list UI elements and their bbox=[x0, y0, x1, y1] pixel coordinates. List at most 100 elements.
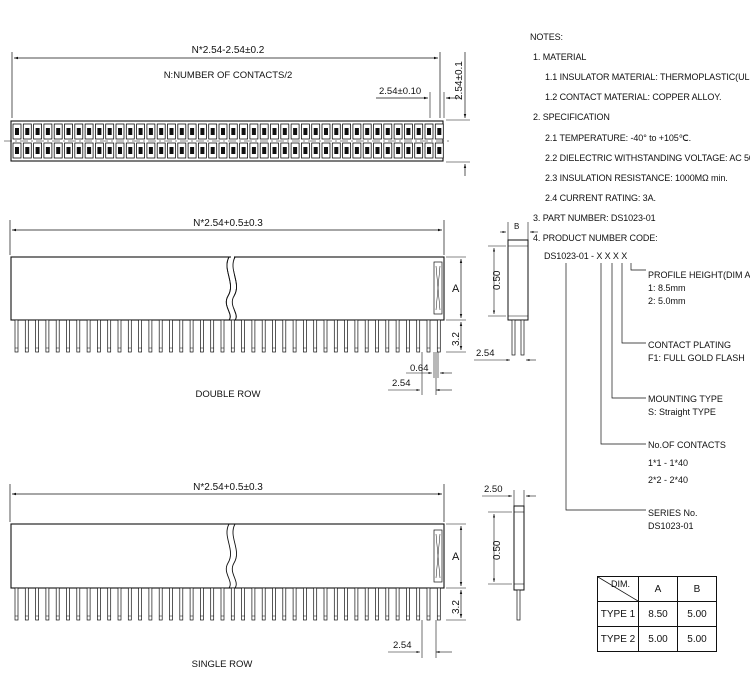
contact-square bbox=[375, 128, 380, 135]
pin bbox=[117, 587, 122, 621]
pin bbox=[148, 319, 153, 353]
dim-header-label: DIM. bbox=[611, 579, 630, 589]
pin bbox=[313, 319, 318, 353]
top-pitch-dimension: 2.54±0.10 bbox=[379, 86, 421, 97]
pin bbox=[179, 587, 184, 621]
note-1-2: 1.2 CONTACT MATERIAL: COPPER ALLOY. bbox=[545, 92, 722, 102]
pin bbox=[375, 587, 379, 621]
pin bbox=[200, 587, 204, 621]
pin bbox=[107, 587, 112, 621]
pin bbox=[127, 319, 132, 353]
pin bbox=[66, 587, 70, 621]
row-value-b: 5.00 bbox=[677, 626, 717, 652]
contact-square bbox=[272, 147, 277, 154]
note-2-1: 2.1 TEMPERATURE: -40° to +105℃. bbox=[545, 133, 692, 143]
pin bbox=[189, 587, 194, 621]
contact-square bbox=[66, 128, 71, 135]
pin bbox=[158, 319, 163, 353]
pin bbox=[364, 587, 369, 621]
contact-square bbox=[35, 128, 40, 135]
pin bbox=[416, 587, 421, 621]
pin bbox=[303, 587, 307, 621]
dim-header-b: B bbox=[677, 576, 717, 602]
contact-square bbox=[118, 147, 122, 154]
pin bbox=[97, 319, 101, 353]
pin bbox=[169, 587, 173, 621]
pin bbox=[117, 319, 122, 353]
end-single-dim-0-50: 0.50 bbox=[492, 540, 503, 560]
contact-square bbox=[344, 128, 349, 135]
pin bbox=[189, 319, 194, 353]
contact-square bbox=[128, 128, 133, 135]
end-view-double: B 0.50 2.54 bbox=[474, 222, 538, 362]
pin bbox=[210, 319, 215, 353]
contact-square bbox=[334, 128, 339, 135]
single-housing bbox=[10, 523, 445, 589]
contact-square bbox=[56, 128, 61, 135]
contact-square bbox=[385, 128, 390, 135]
contacts-title: No.OF CONTACTS bbox=[648, 440, 726, 450]
dimension-table-corner: DIM. bbox=[597, 576, 639, 602]
notes-heading: NOTES: bbox=[530, 32, 563, 42]
note-2-2: 2.2 DIELECTRIC WITHSTANDING VOLTAGE: AC … bbox=[545, 153, 750, 163]
double-total-dimension: N*2.54+0.5±0.3 bbox=[193, 218, 263, 229]
pin bbox=[333, 319, 338, 353]
pin bbox=[66, 319, 70, 353]
contact-square bbox=[159, 128, 164, 135]
contact-square bbox=[107, 147, 112, 154]
contact-square bbox=[25, 147, 30, 154]
pin bbox=[272, 319, 276, 353]
contact-square bbox=[25, 128, 30, 135]
contact-square bbox=[210, 147, 215, 154]
contact-square bbox=[416, 128, 421, 135]
profile-option-1: 1: 8.5mm bbox=[648, 283, 686, 293]
end-dim-b: B bbox=[514, 222, 519, 231]
contact-square bbox=[303, 147, 308, 154]
pin bbox=[107, 319, 112, 353]
pin bbox=[169, 319, 173, 353]
contact-square bbox=[66, 147, 71, 154]
plating-option-1: F1: FULL GOLD FLASH bbox=[648, 353, 745, 363]
contact-square bbox=[375, 147, 380, 154]
contact-square bbox=[365, 147, 370, 154]
dim-header-a: A bbox=[638, 576, 678, 602]
end-dim-0-50: 0.50 bbox=[492, 270, 503, 290]
note-1-material: 1. MATERIAL bbox=[533, 52, 587, 62]
pin bbox=[282, 587, 287, 621]
contact-square bbox=[179, 147, 184, 154]
single-dim-a: A bbox=[452, 551, 460, 563]
contact-square bbox=[15, 128, 19, 135]
pin bbox=[241, 587, 245, 621]
pin bbox=[375, 319, 379, 353]
dimension-table-row: TYPE 2 5.00 5.00 bbox=[597, 626, 717, 652]
single-row-pins bbox=[14, 587, 441, 621]
pin bbox=[282, 319, 287, 353]
note-2-specification: 2. SPECIFICATION bbox=[533, 112, 610, 122]
contact-square bbox=[190, 147, 195, 154]
pin bbox=[220, 319, 225, 353]
contact-square bbox=[324, 128, 328, 135]
series-title: SERIES No. bbox=[648, 508, 698, 518]
contact-square bbox=[76, 128, 81, 135]
pin bbox=[416, 319, 421, 353]
contact-square bbox=[251, 147, 256, 154]
double-dim-a: A bbox=[452, 283, 460, 295]
contact-square bbox=[303, 128, 308, 135]
contact-square bbox=[97, 128, 102, 135]
profile-height-title: PROFILE HEIGHT(DIM A) bbox=[648, 270, 750, 280]
contact-square bbox=[128, 147, 133, 154]
pin bbox=[251, 319, 256, 353]
contact-square bbox=[241, 147, 246, 154]
contact-square bbox=[138, 128, 143, 135]
pin bbox=[313, 587, 318, 621]
product-code-string: DS1023-01 - X X X X bbox=[544, 251, 628, 261]
pin bbox=[385, 319, 390, 353]
contact-square bbox=[406, 128, 411, 135]
pin bbox=[406, 587, 410, 621]
pin bbox=[45, 587, 50, 621]
end-dim-2-50: 2.50 bbox=[484, 484, 503, 495]
contact-square bbox=[231, 147, 236, 154]
profile-option-2: 2: 5.0mm bbox=[648, 296, 686, 306]
series-option-1: DS1023-01 bbox=[648, 521, 694, 531]
contact-square bbox=[45, 147, 50, 154]
